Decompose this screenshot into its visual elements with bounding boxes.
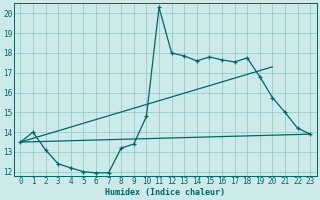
X-axis label: Humidex (Indice chaleur): Humidex (Indice chaleur): [105, 188, 225, 197]
